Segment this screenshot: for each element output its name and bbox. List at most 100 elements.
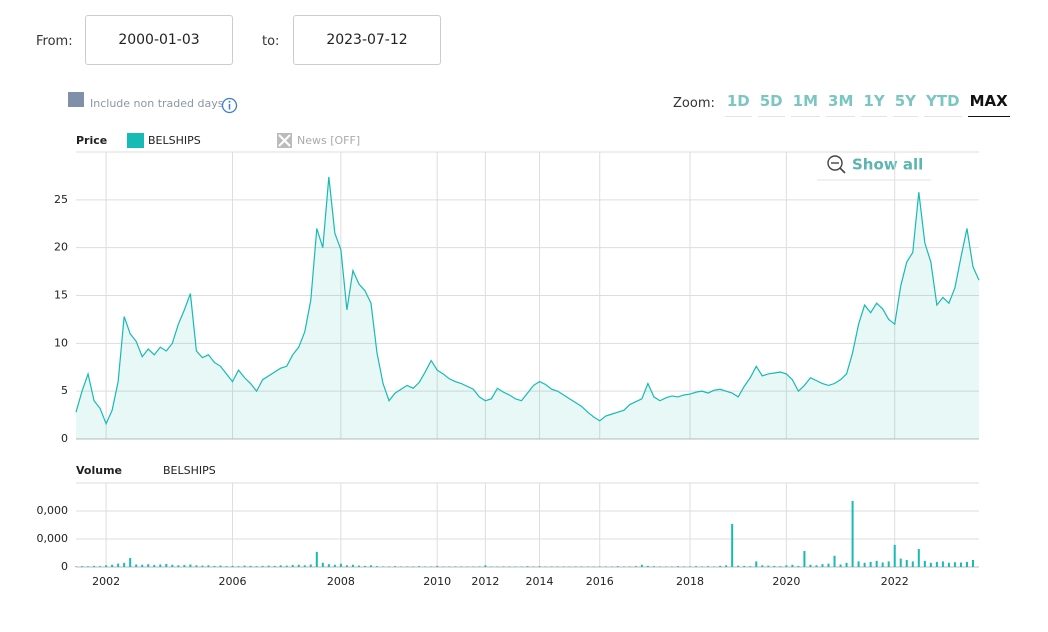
volume-bar xyxy=(556,566,559,567)
zoom-button[interactable]: 5D xyxy=(757,90,785,117)
volume-bar xyxy=(959,562,962,567)
volume-bar xyxy=(93,565,96,567)
volume-bar xyxy=(153,565,156,567)
volume-bar xyxy=(442,566,445,567)
zoom-button[interactable]: 3M xyxy=(826,90,856,117)
volume-bar xyxy=(857,561,860,567)
volume-bar xyxy=(129,558,132,567)
volume-bar xyxy=(929,562,932,567)
volume-bar xyxy=(773,565,776,567)
volume-bar xyxy=(827,563,830,567)
zoom-button[interactable]: 1M xyxy=(790,90,821,117)
volume-legend-label[interactable]: BELSHIPS xyxy=(163,464,216,477)
volume-bar xyxy=(640,564,643,567)
zoom-button[interactable]: MAX xyxy=(967,90,1010,117)
news-label[interactable]: News [OFF] xyxy=(297,134,360,147)
volume-bar xyxy=(219,565,222,567)
volume-bar xyxy=(785,565,788,567)
volume-bar xyxy=(923,560,926,567)
volume-bar xyxy=(628,566,631,567)
volume-bar xyxy=(568,566,571,567)
checkbox-label: Include non traded days xyxy=(90,97,224,110)
volume-bar xyxy=(333,564,336,567)
x-tick-label: 2006 xyxy=(219,575,247,588)
zoom-button[interactable]: 1Y xyxy=(861,90,887,117)
y-tick-label: 25 xyxy=(54,193,68,206)
volume-bar xyxy=(382,566,385,567)
volume-bar xyxy=(634,566,637,567)
volume-bar xyxy=(851,500,854,567)
volume-bar xyxy=(460,566,463,567)
volume-bar xyxy=(412,566,415,567)
y-tick-label: 0,000 xyxy=(37,532,69,545)
volume-bar xyxy=(616,566,619,567)
volume-bar xyxy=(303,565,306,567)
volume-bar xyxy=(839,564,842,567)
volume-bar xyxy=(941,561,944,567)
volume-bar xyxy=(357,565,360,567)
volume-bar xyxy=(472,566,475,567)
volume-bar xyxy=(953,562,956,567)
volume-bar xyxy=(243,565,246,567)
volume-bar xyxy=(707,566,710,567)
volume-bar xyxy=(586,566,589,567)
volume-bar xyxy=(689,566,692,567)
volume-bar xyxy=(887,561,890,567)
volume-bar xyxy=(622,566,625,567)
volume-bar xyxy=(893,544,896,567)
volume-bar xyxy=(135,564,138,567)
to-input[interactable]: 2023-07-12 xyxy=(293,15,441,65)
volume-bar xyxy=(664,566,667,567)
volume-bar xyxy=(845,562,848,567)
show-all-label[interactable]: Show all xyxy=(852,156,923,174)
volume-bar xyxy=(376,566,378,567)
volume-bar xyxy=(345,565,348,567)
legend-swatch[interactable] xyxy=(127,133,144,148)
y-tick-label: 10 xyxy=(54,336,68,349)
x-tick-label: 2012 xyxy=(471,575,499,588)
volume-bar xyxy=(105,565,108,567)
volume-bar xyxy=(99,566,102,567)
volume-bar xyxy=(496,566,499,567)
volume-bar xyxy=(677,566,679,567)
volume-bar xyxy=(189,564,192,567)
volume-bar xyxy=(177,565,180,567)
from-input[interactable]: 2000-01-03 xyxy=(85,15,233,65)
volume-bar xyxy=(207,565,210,567)
volume-bar xyxy=(75,566,77,567)
volume-bar xyxy=(339,563,342,567)
zoom-button[interactable]: YTD xyxy=(924,90,962,117)
volume-bar xyxy=(195,565,198,567)
volume-bar xyxy=(743,565,746,567)
volume-bar xyxy=(719,565,722,567)
show-all-button[interactable] xyxy=(817,155,931,181)
volume-bar xyxy=(604,566,607,567)
legend-label[interactable]: BELSHIPS xyxy=(148,134,201,147)
volume-bar xyxy=(935,561,938,567)
info-icon[interactable] xyxy=(221,97,238,114)
to-label: to: xyxy=(262,34,280,49)
volume-bar xyxy=(237,566,240,567)
volume-bar xyxy=(520,566,523,567)
checkbox[interactable] xyxy=(68,92,84,107)
y-tick-label: 20 xyxy=(54,241,68,254)
zoom-bar: Zoom: 1D 5D 1M 3M 1Y 5Y YTD MAX xyxy=(673,90,1010,117)
x-tick-label: 2018 xyxy=(676,575,704,588)
volume-bar xyxy=(821,564,824,567)
zoom-button[interactable]: 1D xyxy=(724,90,752,117)
volume-bar xyxy=(658,566,661,567)
y-tick-label: 15 xyxy=(54,289,68,302)
x-tick-label: 2014 xyxy=(526,575,554,588)
volume-bar xyxy=(869,561,872,567)
volume-bar xyxy=(917,549,920,567)
volume-bar xyxy=(117,563,120,567)
volume-bar xyxy=(285,565,288,567)
volume-bar xyxy=(905,560,908,567)
volume-bar xyxy=(255,566,258,567)
volume-bar xyxy=(159,564,162,567)
volume-bar xyxy=(111,564,114,567)
volume-bar xyxy=(592,566,595,567)
news-icon[interactable] xyxy=(277,133,292,148)
zoom-button[interactable]: 5Y xyxy=(892,90,919,117)
